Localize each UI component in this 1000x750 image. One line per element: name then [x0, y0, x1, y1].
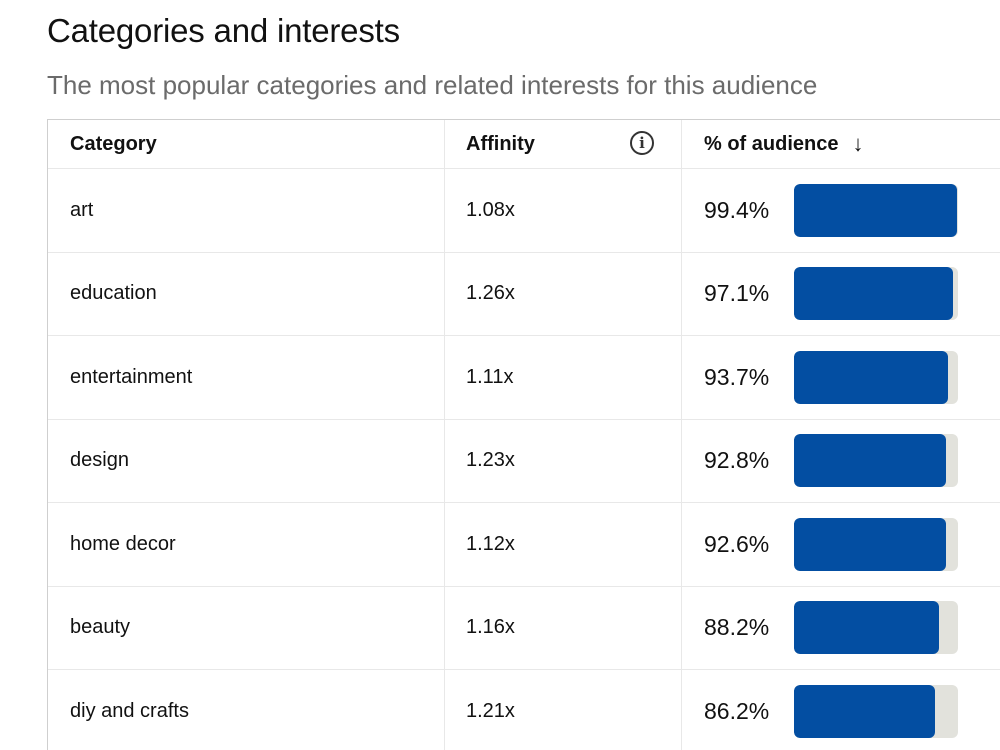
audience-cell: 93.7%: [682, 336, 1000, 419]
affinity-value: 1.16x: [466, 616, 515, 639]
table-row[interactable]: art 1.08x 99.4%: [48, 169, 1000, 253]
table-row[interactable]: entertainment 1.11x 93.7%: [48, 336, 1000, 420]
table-row[interactable]: home decor 1.12x 92.6%: [48, 503, 1000, 587]
audience-bar-track: [794, 684, 958, 738]
audience-percent: 97.1%: [704, 280, 770, 307]
audience-bar-fill: [794, 183, 958, 237]
category-name: entertainment: [70, 365, 193, 388]
affinity-value: 1.21x: [466, 699, 515, 722]
audience-bar-track: [794, 434, 958, 488]
category-name: art: [70, 198, 94, 221]
info-icon[interactable]: i: [630, 131, 654, 155]
table-row[interactable]: design 1.23x 92.8%: [48, 419, 1000, 503]
category-name: design: [70, 449, 129, 472]
category-cell: diy and crafts: [48, 670, 445, 750]
audience-bar-fill: [794, 684, 936, 738]
audience-cell: 97.1%: [682, 253, 1000, 336]
audience-bar-track: [794, 350, 958, 404]
table-row[interactable]: beauty 1.16x 88.2%: [48, 586, 1000, 670]
audience-percent: 86.2%: [704, 697, 770, 724]
affinity-cell: 1.11x: [445, 336, 682, 419]
audience-bar-fill: [794, 517, 946, 571]
column-header-affinity[interactable]: Affinity i: [445, 120, 682, 168]
affinity-value: 1.23x: [466, 449, 515, 472]
table-row[interactable]: diy and crafts 1.21x 86.2%: [48, 670, 1000, 750]
column-header-affinity-label: Affinity: [466, 132, 535, 155]
affinity-value: 1.12x: [466, 532, 515, 555]
audience-cell: 99.4%: [682, 169, 1000, 252]
affinity-cell: 1.16x: [445, 586, 682, 669]
category-cell: education: [48, 252, 445, 335]
audience-bar-fill: [794, 434, 947, 488]
audience-cell: 92.8%: [682, 420, 1000, 503]
audience-percent: 88.2%: [704, 614, 770, 641]
category-cell: entertainment: [48, 336, 445, 419]
affinity-value: 1.11x: [466, 365, 514, 388]
page-subtitle: The most popular categories and related …: [47, 70, 818, 100]
audience-bar-fill: [794, 601, 939, 655]
table-row[interactable]: education 1.26x 97.1%: [48, 252, 1000, 336]
audience-cell: 92.6%: [682, 503, 1000, 586]
affinity-value: 1.26x: [466, 282, 515, 305]
affinity-cell: 1.12x: [445, 503, 682, 586]
category-cell: design: [48, 419, 445, 502]
affinity-cell: 1.08x: [445, 169, 682, 252]
affinity-cell: 1.26x: [445, 252, 682, 335]
audience-percent: 99.4%: [704, 196, 770, 223]
affinity-value: 1.08x: [466, 198, 515, 221]
category-cell: beauty: [48, 586, 445, 669]
category-cell: art: [48, 169, 445, 252]
table-body: art 1.08x 99.4% education 1.26x 97.1% entertai…: [48, 169, 1000, 750]
audience-bar-track: [794, 601, 958, 655]
audience-cell: 88.2%: [682, 587, 1000, 670]
category-cell: home decor: [48, 503, 445, 586]
audience-percent: 93.7%: [704, 363, 770, 390]
table-header-row: Category Affinity i % of audience ↓: [48, 120, 1000, 169]
affinity-cell: 1.21x: [445, 670, 682, 750]
audience-bar-fill: [794, 267, 954, 321]
audience-bar-track: [794, 267, 958, 321]
category-name: diy and crafts: [70, 699, 189, 722]
affinity-cell: 1.23x: [445, 419, 682, 502]
audience-bar-track: [794, 183, 958, 237]
column-header-audience[interactable]: % of audience ↓: [682, 120, 1000, 168]
audience-percent: 92.6%: [704, 530, 770, 557]
audience-bar-fill: [794, 350, 948, 404]
column-header-audience-label: % of audience: [704, 132, 839, 155]
category-name: beauty: [70, 616, 131, 639]
categories-table: Category Affinity i % of audience ↓ art 1…: [47, 119, 1000, 750]
audience-cell: 86.2%: [682, 670, 1000, 750]
column-header-category-label: Category: [70, 132, 157, 155]
audience-percent: 92.8%: [704, 447, 770, 474]
category-name: education: [70, 282, 157, 305]
category-name: home decor: [70, 532, 176, 555]
column-header-category[interactable]: Category: [48, 120, 445, 168]
arrow-down-icon[interactable]: ↓: [852, 131, 864, 156]
page-title: Categories and interests: [47, 12, 400, 49]
audience-bar-track: [794, 517, 958, 571]
